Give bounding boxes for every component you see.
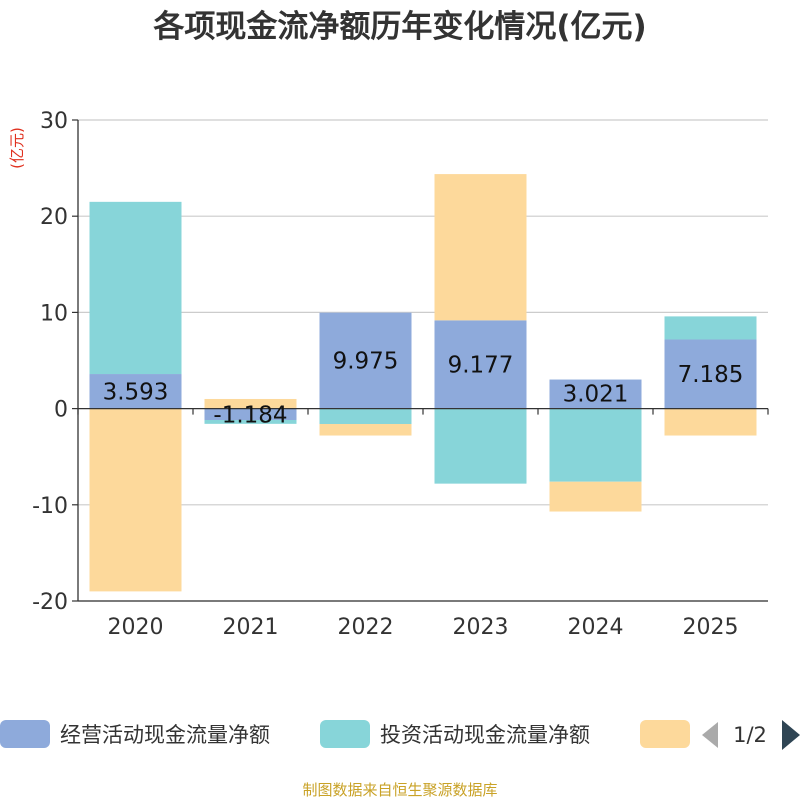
bar-series2-2024[interactable]: [549, 481, 642, 512]
data-labels: 3.593 -1.184 9.975 9.177 3.021 7.185: [103, 349, 744, 429]
data-label-2023: 9.177: [448, 352, 514, 378]
y-tick-labels: 30 20 10 0 -10 -20: [32, 109, 68, 615]
y-tick-label: -20: [32, 590, 68, 615]
y-tick-label: 20: [40, 205, 68, 230]
y-tick-label: 0: [54, 398, 68, 423]
bar-series1-2022[interactable]: [319, 408, 412, 424]
bar-series1-2020[interactable]: [89, 201, 182, 375]
bar-series0-2021[interactable]: [204, 408, 297, 420]
bar-series1-2023[interactable]: [434, 408, 527, 484]
x-tick-label-2023: 2023: [453, 615, 509, 640]
x-tick-label-2024: 2024: [568, 615, 624, 640]
bar-series0-2024[interactable]: [549, 379, 642, 409]
bar-series1-2021[interactable]: [204, 419, 297, 424]
y-tick-label: 10: [40, 301, 68, 326]
bar-series0-2023[interactable]: [434, 320, 527, 409]
axes: [77, 120, 769, 602]
chart-title: 各项现金流净额历年变化情况(亿元): [152, 9, 646, 45]
legend-swatch-2[interactable]: [640, 720, 690, 748]
x-tick-label-2025: 2025: [683, 615, 739, 640]
bar-series0-2025[interactable]: [664, 339, 757, 409]
data-label-2022: 9.975: [333, 349, 399, 375]
bar-series2-2020[interactable]: [89, 408, 182, 592]
bar-series2-2022[interactable]: [319, 423, 412, 436]
legend-next-icon[interactable]: [782, 720, 800, 750]
bars: [89, 174, 757, 592]
bar-series1-2025[interactable]: [664, 316, 757, 340]
legend-swatch-1[interactable]: [320, 720, 370, 748]
data-label-2024: 3.021: [563, 382, 629, 408]
x-tick-labels: 2020 2021 2022 2023 2024 2025: [108, 615, 739, 640]
legend-page-indicator: 1/2: [733, 723, 767, 747]
y-tick-label: -10: [32, 494, 68, 519]
source-note: 制图数据来自恒生聚源数据库: [302, 781, 497, 799]
x-tick-label-2021: 2021: [223, 615, 279, 640]
data-label-2021: -1.184: [213, 403, 287, 429]
x-tick-label-2020: 2020: [108, 615, 164, 640]
bar-series1-2024[interactable]: [549, 408, 642, 482]
legend-label-0[interactable]: 经营活动现金流量净额: [60, 723, 270, 747]
bar-series2-2021[interactable]: [204, 398, 297, 409]
legend-label-1[interactable]: 投资活动现金流量净额: [380, 723, 590, 747]
y-tick-label: 30: [40, 109, 68, 134]
bar-series0-2022[interactable]: [319, 312, 412, 409]
data-label-2020: 3.593: [103, 379, 169, 405]
legend-prev-icon[interactable]: [702, 722, 718, 748]
y-axis-unit-label: (亿元): [8, 127, 26, 169]
bar-series2-2025[interactable]: [664, 408, 757, 436]
x-tick-label-2022: 2022: [338, 615, 394, 640]
data-label-2025: 7.185: [678, 362, 744, 388]
legend-swatch-0[interactable]: [0, 720, 50, 748]
legend: 经营活动现金流量净额 投资活动现金流量净额 1/2: [0, 720, 800, 750]
bar-series2-2023[interactable]: [434, 174, 527, 321]
bar-series0-2020[interactable]: [89, 374, 182, 409]
